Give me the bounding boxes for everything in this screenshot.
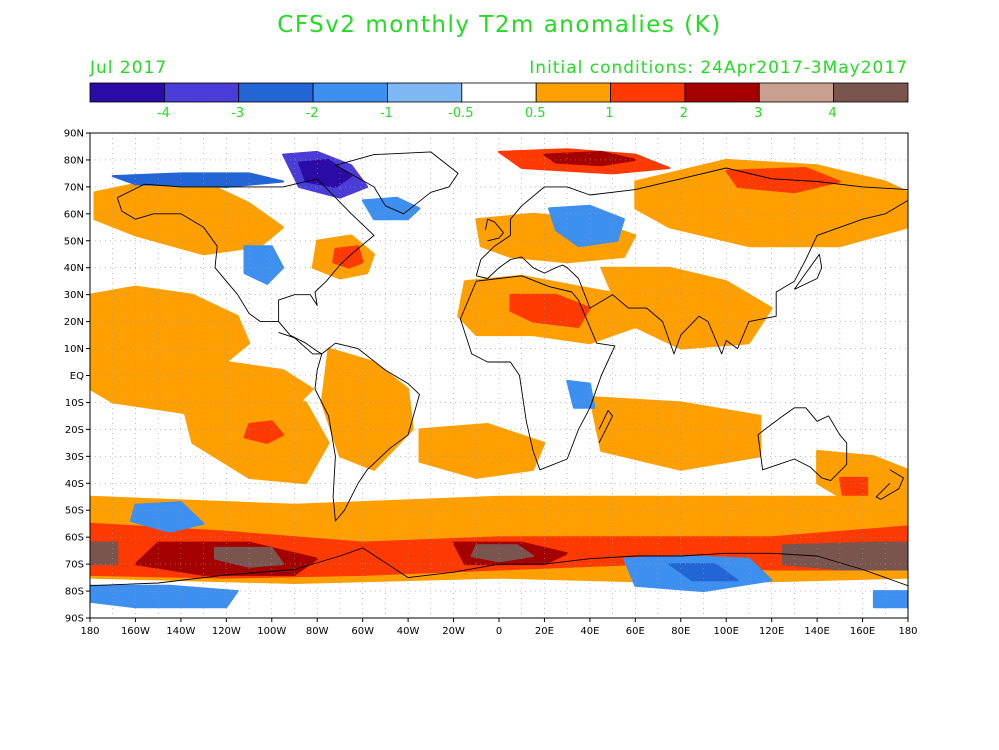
colorbar-swatch [238,82,314,103]
anomaly-patch-antarctica-cool-east-core [668,563,739,582]
lat-label: 70N [64,182,84,193]
lat-label: 50S [65,506,84,517]
lat-label: 30N [64,290,84,301]
anomaly-patch-ross-brown [782,541,908,571]
lon-label: 100W [257,626,286,637]
lon-label: 160E [850,626,875,637]
south-america-coast [314,342,420,522]
lat-label: 60N [64,209,84,220]
lon-label: 100E [714,626,739,637]
madagascar-coast [598,410,614,444]
colorbar [89,82,909,103]
lon-label: 120W [212,626,241,637]
anomaly-patch-antarctica-cool-west [90,584,239,609]
lon-label: 20E [535,626,554,637]
colorbar-threshold-label: -1 [380,106,393,121]
uk-coast [484,218,504,242]
map-title: CFSv2 monthly T2m anomalies (K) [277,12,722,38]
latitude-axis: 90N 80N 70N 60N 50N 40N 30N 20N 10N EQ 10S 20S 30S 40… [64,129,90,625]
lon-label: 60E [626,626,645,637]
lat-label: 90N [64,129,84,140]
colorbar-swatch [684,82,760,103]
lat-label: 60S [65,533,84,544]
lon-label: 40E [580,626,599,637]
colorbar-swatch [163,82,240,103]
australia-coast [757,407,848,482]
anomaly-patch-south-america-warm [320,347,414,471]
lat-label: 20N [64,317,84,328]
longitude-axis: 180 160W 140W 120W 100W 80W 60W 40W 20W 0 20E 40E 60… [80,618,918,637]
lat-label: 80S [65,587,84,598]
valid-month-label: Jul 2017 [90,58,168,78]
colorbar-threshold-label: 4 [828,106,836,121]
anomaly-patch-canada-arctic-cold [111,172,285,188]
anomaly-patch-asia-warm [600,266,773,350]
colorbar-threshold-label: 0.5 [525,106,546,121]
anomaly-patch-south-pacific-warm-core [243,420,285,444]
north-america-coast [116,178,375,323]
colorbar-swatch [833,82,909,103]
lat-label: 90S [65,614,84,625]
anomaly-patch-antarctica-cool-far-east [872,590,908,609]
anomaly-patch-south-atlantic-warm [418,423,546,479]
anomaly-patch-russia-cool [548,204,625,248]
lon-label: 140E [804,626,829,637]
colorbar-swatch [461,82,537,103]
colorbar-threshold-label: -2 [306,106,319,121]
colorbar-swatch [610,82,686,103]
lat-label: 20S [65,425,84,436]
anomaly-patch-south-pacific-cool [129,501,205,533]
lat-label: 70S [65,560,84,571]
lat-label: 10N [64,344,84,355]
lon-label: 160W [121,626,150,637]
antarctica-coast [90,547,908,587]
lat-label: 40N [64,263,84,274]
colorbar-swatch [535,82,611,103]
colorbar-threshold-label: -3 [231,106,244,121]
eurasia-coast [475,167,908,355]
lon-label: 120E [759,626,784,637]
central-america-coast [278,321,323,355]
colorbar-swatch [89,82,165,103]
colorbar-swatch [387,82,463,103]
colorbar-swatch [758,82,835,103]
anomaly-patch-weddell-brown [470,544,535,563]
coastlines [90,151,908,587]
anomaly-patch-siberia-warm-core [725,167,841,194]
colorbar-threshold-label: 2 [680,106,688,121]
colorbar-labels: -4 -3 -2 -1 -0.5 0.5 1 2 3 4 [157,106,837,121]
colorbar-swatch [312,82,388,103]
lon-label: 40W [397,626,420,637]
lon-label: 140W [166,626,195,637]
new-zealand-coast [875,469,904,500]
anomaly-patch-amundsen-brown [214,546,285,568]
lon-label: 180 [80,626,99,637]
anomaly-patch-us-west-cool [243,245,285,285]
lat-label: 50N [64,236,84,247]
africa-coast [459,275,616,471]
greenland-coast [335,151,459,215]
lon-label: 60W [351,626,374,637]
colorbar-threshold-label: -4 [157,106,170,121]
lat-label: EQ [70,371,84,382]
lon-label: 0 [496,626,502,637]
initial-conditions-label: Initial conditions: 24Apr2017-3May2017 [529,58,908,78]
lat-label: 40S [65,479,84,490]
lon-label: 180 [898,626,917,637]
lat-label: 80N [64,155,84,166]
lon-label: 80E [671,626,690,637]
lat-label: 30S [65,452,84,463]
anomaly-patch-east-africa-cool [566,379,596,409]
colorbar-threshold-label: 1 [605,106,613,121]
lon-label: 80W [306,626,329,637]
japan-coast [794,253,823,290]
lat-label: 10S [65,398,84,409]
colorbar-threshold-label: -0.5 [448,106,473,121]
lon-label: 20W [442,626,465,637]
anomaly-patch-south-pacific-brown-west [90,541,119,566]
colorbar-threshold-label: 3 [754,106,762,121]
